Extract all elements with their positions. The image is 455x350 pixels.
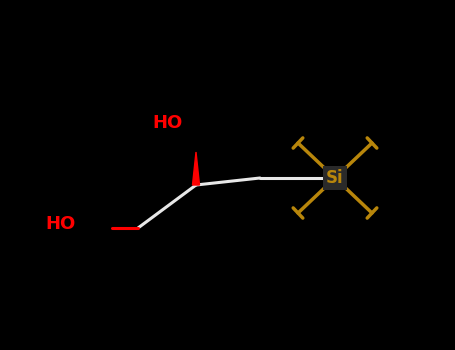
Polygon shape: [192, 152, 199, 185]
Text: Si: Si: [326, 169, 344, 187]
Text: HO: HO: [46, 215, 76, 233]
Text: HO: HO: [153, 114, 183, 132]
